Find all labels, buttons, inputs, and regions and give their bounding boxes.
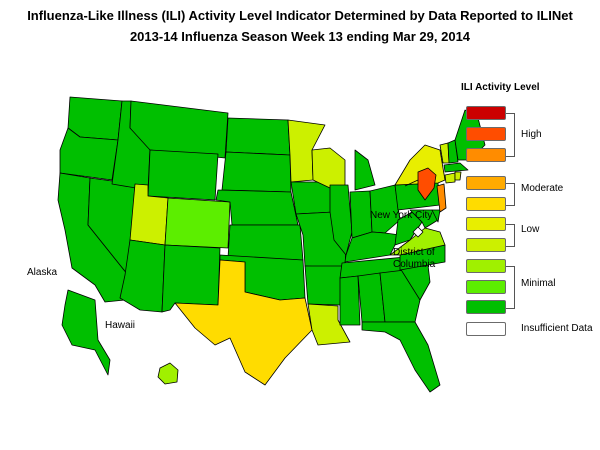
state-south-dakota (221, 151, 292, 193)
state-new-mexico (161, 244, 221, 313)
state-hawaii (157, 362, 179, 385)
state-washington (67, 96, 123, 141)
state-north-dakota (225, 117, 291, 156)
legend-label-low: Low (521, 224, 540, 235)
legend-bracket-high (506, 113, 515, 157)
map-subtitle: 2013-14 Influenza Season Week 13 ending … (129, 29, 471, 44)
legend-label-high: High (521, 129, 542, 140)
state-michigan (354, 149, 376, 191)
state-connecticut (444, 172, 456, 184)
district-of-columbia (412, 226, 424, 238)
state-massachusetts (443, 162, 469, 173)
alaska-label: Alaska (27, 267, 58, 278)
legend-bracket-minimal (506, 266, 515, 309)
dc-label-line2: Columbia (393, 259, 436, 270)
state-wisconsin (311, 147, 346, 189)
legend-swatch-level-8 (466, 148, 506, 162)
state-kansas (227, 224, 304, 261)
legend-label-moderate: Moderate (521, 183, 564, 194)
state-louisiana (307, 303, 351, 346)
dc-label-line1: District of (393, 247, 435, 258)
state-texas (174, 259, 313, 386)
legend-title: ILI Activity Level (461, 82, 540, 93)
state-alaska (61, 289, 111, 376)
state-delaware (431, 209, 441, 223)
legend-swatch-level-9 (466, 127, 506, 141)
legend-bracket-moderate (506, 183, 515, 206)
legend-swatch-level-3 (466, 259, 506, 273)
legend-swatch-level-10 (466, 106, 506, 120)
legend-bracket-low (506, 224, 515, 247)
state-colorado (164, 197, 231, 249)
state-indiana (349, 190, 373, 239)
state-rhode-island (454, 171, 462, 181)
state-florida (361, 321, 441, 393)
legend-swatch-level-7 (466, 176, 506, 190)
legend-swatch-level-5 (466, 217, 506, 231)
nyc-label: New York City (370, 210, 433, 221)
legend-swatch-level-6 (466, 197, 506, 211)
state-wyoming (147, 149, 219, 201)
map-title: Influenza-Like Illness (ILI) Activity Le… (27, 8, 573, 23)
city-new-york-city (417, 167, 437, 201)
state-new-jersey (436, 183, 447, 213)
state-oregon (59, 127, 119, 181)
hawaii-label: Hawaii (105, 320, 136, 331)
legend-swatch-level-4 (466, 238, 506, 252)
nyc-leader-line (404, 179, 419, 187)
legend-swatch-level-2 (466, 280, 506, 294)
legend-swatch-level-1 (466, 300, 506, 314)
ili-legend: ILI Activity Level High Moderate Low Min… (455, 82, 600, 342)
state-ohio (369, 184, 401, 234)
state-kentucky (344, 231, 401, 263)
legend-label-insufficient: Insufficient Data (521, 323, 593, 334)
legend-swatch-level-0 (466, 322, 506, 336)
state-arkansas (304, 265, 343, 306)
state-mississippi (339, 275, 361, 326)
legend-label-minimal: Minimal (521, 278, 556, 289)
